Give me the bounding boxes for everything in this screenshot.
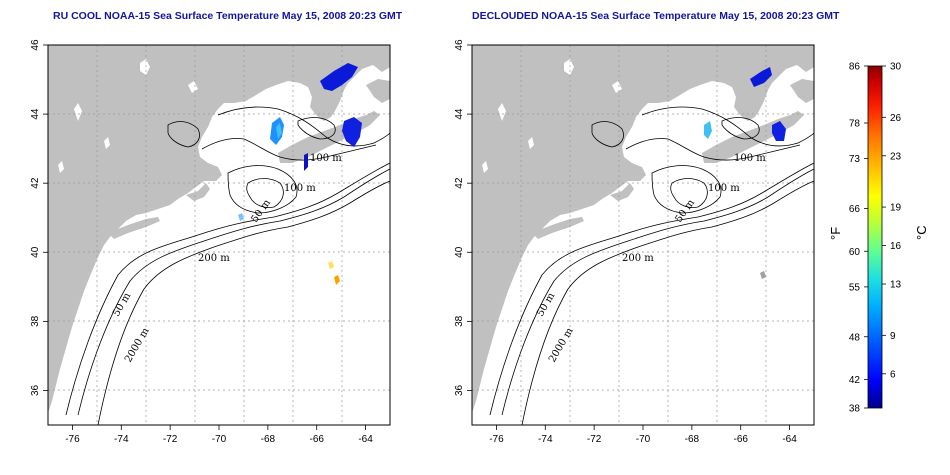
left-lon-tick-label: -76 (65, 434, 80, 445)
left-lat-tick-label: 36 (30, 384, 41, 396)
left-map-panel: 100 m 100 m 50 m 200 m 50 m 2000 m (47, 44, 391, 426)
right-lat-tick-label: 46 (454, 39, 465, 51)
right-map-axes: -76 -74 -72 -70 -68 -66 -64 46 44 42 40 38 36 (454, 39, 797, 445)
right-lon-tick-label: -70 (636, 434, 651, 445)
left-lon-tick-label: -64 (358, 434, 373, 445)
left-lon-tick-label: -68 (261, 434, 276, 445)
right-lon-tick-label: -72 (587, 434, 602, 445)
contour-label-100m-left-b: 100 m (284, 183, 316, 194)
left-lon-tick-label: -66 (309, 434, 324, 445)
left-sst-patches (238, 63, 362, 285)
left-lat-tick-label: 46 (30, 39, 41, 51)
right-lat-tick-label: 38 (454, 315, 465, 327)
celsius-tick-label: 30 (890, 62, 902, 73)
celsius-tick-label: 23 (890, 151, 902, 162)
right-map-panel: 100 m 100 m 50 m 200 m 50 m 2000 m (471, 44, 815, 426)
left-lat-tick-label: 44 (30, 108, 41, 120)
right-lat-tick-label: 36 (454, 384, 465, 396)
left-lon-tick-label: -74 (114, 434, 129, 445)
fahrenheit-tick-label: 66 (849, 204, 861, 215)
fahrenheit-tick-label: 48 (849, 332, 861, 343)
contour-label-200m-left: 200 m (198, 253, 230, 264)
celsius-tick-label: 13 (890, 280, 902, 291)
right-map-title: DECLOUDED NOAA-15 Sea Surface Temperatur… (472, 10, 840, 22)
right-lon-tick-label: -64 (782, 434, 797, 445)
colorbar-gradient (867, 65, 883, 409)
right-lat-tick-label: 42 (454, 177, 465, 189)
contour-label-100m-right-b: 100 m (708, 183, 740, 194)
fahrenheit-tick-label: 86 (849, 62, 861, 73)
right-lon-tick-label: -74 (538, 434, 553, 445)
fahrenheit-tick-label: 55 (849, 282, 861, 293)
celsius-tick-label: 9 (890, 331, 896, 342)
right-lat-tick-label: 44 (454, 108, 465, 120)
contour-label-100m-left-a: 100 m (310, 153, 342, 164)
right-lat-tick-label: 40 (454, 246, 465, 258)
celsius-tick-label: 19 (890, 203, 902, 214)
left-lat-tick-label: 40 (30, 246, 41, 258)
right-lon-tick-label: -68 (685, 434, 700, 445)
left-lon-tick-label: -72 (163, 434, 178, 445)
celsius-label: °C (914, 225, 929, 240)
fahrenheit-tick-label: 60 (849, 247, 861, 258)
left-lat-tick-label: 38 (30, 315, 41, 327)
celsius-tick-label: 16 (890, 241, 902, 252)
right-lon-tick-label: -76 (489, 434, 504, 445)
left-lon-tick-label: -70 (212, 434, 227, 445)
fahrenheit-label: °F (828, 227, 843, 240)
contour-label-200m-right: 200 m (622, 253, 654, 264)
fahrenheit-tick-label: 42 (849, 375, 861, 386)
contour-label-100m-right-a: 100 m (734, 153, 766, 164)
left-map-axes: -76 -74 -72 -70 -68 -66 -64 46 44 42 40 38 36 (30, 39, 373, 445)
celsius-tick-label: 26 (890, 113, 902, 124)
left-map-title: RU COOL NOAA-15 Sea Surface Temperature … (53, 10, 403, 22)
colorbar: 86 78 73 66 60 55 48 42 38 30 26 23 19 16 13 9 6 °F °C (828, 62, 929, 415)
celsius-tick-label: 6 (890, 369, 896, 380)
fahrenheit-tick-label: 73 (849, 154, 861, 165)
fahrenheit-tick-label: 78 (849, 119, 861, 130)
left-lat-tick-label: 42 (30, 177, 41, 189)
fahrenheit-tick-label: 38 (849, 404, 861, 415)
right-lon-tick-label: -66 (733, 434, 748, 445)
right-sst-patches (704, 67, 786, 279)
